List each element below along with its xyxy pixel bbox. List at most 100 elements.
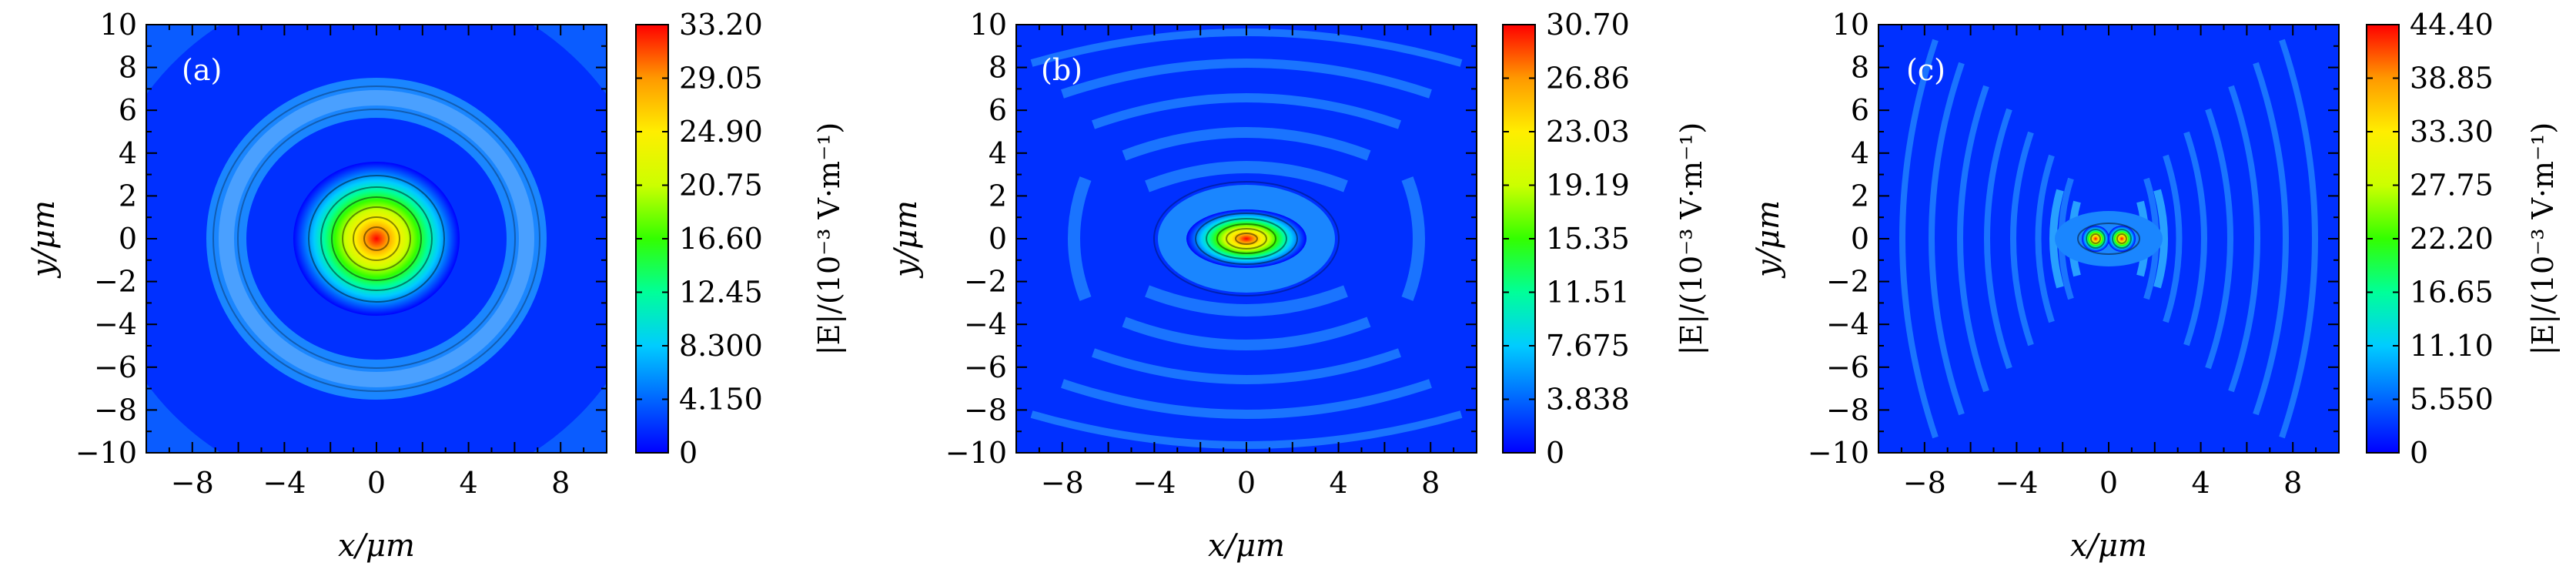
fringes	[1030, 28, 1463, 449]
y-tick-label: −6	[964, 350, 1007, 384]
colorbar-tick-label: 16.60	[679, 222, 763, 256]
colorbar-tick-label: 3.838	[1546, 383, 1630, 417]
colorbar-label-a: |E|/(10⁻³ V·m⁻¹)	[812, 122, 846, 355]
heatmap-a	[146, 25, 607, 453]
x-tick-label: −4	[263, 466, 306, 500]
y-tick-label: −8	[94, 393, 137, 427]
colorbar-ticks-c: 44.40 38.85 33.30 27.75 22.20 16.65 11.10 5.550…	[2367, 8, 2494, 470]
colorbar-tick-label: 44.40	[2410, 8, 2494, 42]
colorbar-tick-label: 23.03	[1546, 115, 1630, 149]
x-axis-a: −8 −4 0 4 8 x/μm	[146, 25, 607, 564]
colorbar-tick-label: 11.51	[1546, 276, 1630, 310]
y-tick-label: 0	[989, 222, 1007, 256]
colorbar-label-c: |E|/(10⁻³ V·m⁻¹)	[2526, 122, 2560, 355]
colorbar-tick-label: 0	[1546, 436, 1564, 470]
panel-label-c: (c)	[1906, 53, 1945, 87]
x-ticks-a: −8 −4 0 4 8	[146, 25, 607, 500]
central-spot	[293, 162, 460, 316]
colorbar-tick-label: 5.550	[2410, 383, 2494, 417]
colorbar-b: 30.70 26.86 23.03 19.19 15.35 11.51 7.675 3.838…	[1502, 8, 1708, 470]
lobe-left	[2082, 226, 2109, 252]
colorbar-tick-label: 0	[679, 436, 698, 470]
y-axis-c: 10 8 6 4 2 0 −2 −4 −6 −8 −10 y/μm	[1751, 8, 2339, 470]
colorbar-ticks-b: 30.70 26.86 23.03 19.19 15.35 11.51 7.675 3.838…	[1503, 8, 1630, 470]
y-tick-label: 4	[989, 136, 1007, 170]
colorbar-tick-label: 29.05	[679, 62, 763, 95]
y-ticks-a: 10 8 6 4 2 0 −2 −4 −6 −8 −10	[75, 8, 607, 470]
colorbar-tick-label: 30.70	[1546, 8, 1630, 42]
x-axis-label-c: x/μm	[2070, 528, 2147, 564]
contour-lines	[2077, 223, 2140, 255]
x-tick-label: −4	[1132, 466, 1176, 500]
y-tick-label: 10	[1832, 8, 1869, 42]
x-tick-label: −8	[171, 466, 214, 500]
panel-a: (a) −8 −4 0 4 8 x/μm 10 8 6 4 2 0 −2 −4 −6 −8 −10 y/μm…	[26, 8, 846, 564]
colorbar-tick-label: 0	[2410, 436, 2428, 470]
y-tick-label: −4	[94, 307, 137, 341]
y-tick-label: −10	[75, 436, 137, 470]
y-tick-label: −8	[964, 393, 1007, 427]
y-tick-label: 8	[989, 51, 1007, 85]
y-axis-a: 10 8 6 4 2 0 −2 −4 −6 −8 −10 y/μm	[26, 8, 607, 470]
y-ticks-b: 10 8 6 4 2 0 −2 −4 −6 −8 −10	[945, 8, 1477, 470]
colorbar-tick-label: 8.300	[679, 329, 763, 363]
x-ticks-c: −8 −4 0 4 8	[1878, 25, 2340, 500]
panel-label-b: (b)	[1041, 53, 1082, 87]
x-axis-label-b: x/μm	[1208, 528, 1285, 564]
y-tick-label: 0	[119, 222, 137, 256]
colorbar-tick-label: 22.20	[2410, 222, 2494, 256]
middle-ring-core	[219, 90, 534, 387]
panel-b: (b) −8 −4 0 4 8 x/μm 10 8 6 4 2 0 −2 −4 −6 −8 −10 y/μm…	[888, 8, 1708, 564]
heatmap-c	[1878, 25, 2339, 453]
y-tick-label: −2	[964, 265, 1007, 299]
y-tick-label: 10	[100, 8, 137, 42]
x-tick-label: 8	[551, 466, 570, 500]
y-tick-label: 4	[1851, 136, 1869, 170]
y-tick-label: −2	[94, 265, 137, 299]
x-tick-label: −8	[1903, 466, 1946, 500]
colorbar-tick-label: 16.65	[2410, 276, 2494, 310]
y-tick-label: −8	[1826, 393, 1869, 427]
y-tick-label: 6	[1851, 93, 1869, 127]
x-tick-label: 8	[1421, 466, 1440, 500]
lobe-right	[2108, 226, 2136, 252]
x-axis-label-a: x/μm	[338, 528, 415, 564]
colorbar-a: 33.20 29.05 24.90 20.75 16.60 12.45 8.300 4.150…	[635, 8, 846, 470]
x-tick-label: 8	[2283, 466, 2302, 500]
x-ticks-b: −8 −4 0 4 8	[1015, 25, 1477, 500]
x-tick-label: −8	[1041, 466, 1084, 500]
colorbar-ticks-a: 33.20 29.05 24.90 20.75 16.60 12.45 8.300 4.150…	[636, 8, 763, 470]
y-ticks-c: 10 8 6 4 2 0 −2 −4 −6 −8 −10	[1808, 8, 2339, 470]
colorbar-label-b: |E|/(10⁻³ V·m⁻¹)	[1674, 122, 1708, 355]
y-tick-label: −4	[1826, 307, 1869, 341]
colorbar-tick-label: 7.675	[1546, 329, 1630, 363]
y-tick-label: −4	[964, 307, 1007, 341]
colorbar-tick-label: 4.150	[679, 383, 763, 417]
y-axis-b: 10 8 6 4 2 0 −2 −4 −6 −8 −10 y/μm	[888, 8, 1477, 470]
colorbar-tick-label: 12.45	[679, 276, 763, 310]
y-tick-label: 6	[989, 93, 1007, 127]
y-tick-label: 10	[970, 8, 1007, 42]
y-tick-label: −6	[1826, 350, 1869, 384]
y-tick-label: −10	[1808, 436, 1869, 470]
y-axis-label-b: y/μm	[888, 200, 924, 279]
colorbar-tick-label: 33.20	[679, 8, 763, 42]
y-tick-label: −6	[94, 350, 137, 384]
x-tick-label: 4	[1330, 466, 1348, 500]
x-axis-c: −8 −4 0 4 8 x/μm	[1878, 25, 2340, 564]
colorbar-tick-label: 19.19	[1546, 169, 1630, 203]
colorbar-tick-label: 20.75	[679, 169, 763, 203]
y-tick-label: −2	[1826, 265, 1869, 299]
panel-label-a: (a)	[182, 53, 222, 87]
contour-lines	[1153, 181, 1340, 296]
colorbar-c: 44.40 38.85 33.30 27.75 22.20 16.65 11.10 5.550…	[2366, 8, 2560, 470]
y-tick-label: 2	[989, 179, 1007, 213]
heatmap-b	[1016, 25, 1477, 453]
colorbar-tick-label: 15.35	[1546, 222, 1630, 256]
y-tick-label: 2	[1851, 179, 1869, 213]
colorbar-tick-label: 27.75	[2410, 169, 2494, 203]
y-tick-label: −10	[945, 436, 1007, 470]
x-tick-label: 0	[1237, 466, 1256, 500]
panel-c: (c) −8 −4 0 4 8 x/μm 10 8 6 4 2 0 −2 −4 −6 −8 −10 y/μm…	[1751, 8, 2560, 564]
